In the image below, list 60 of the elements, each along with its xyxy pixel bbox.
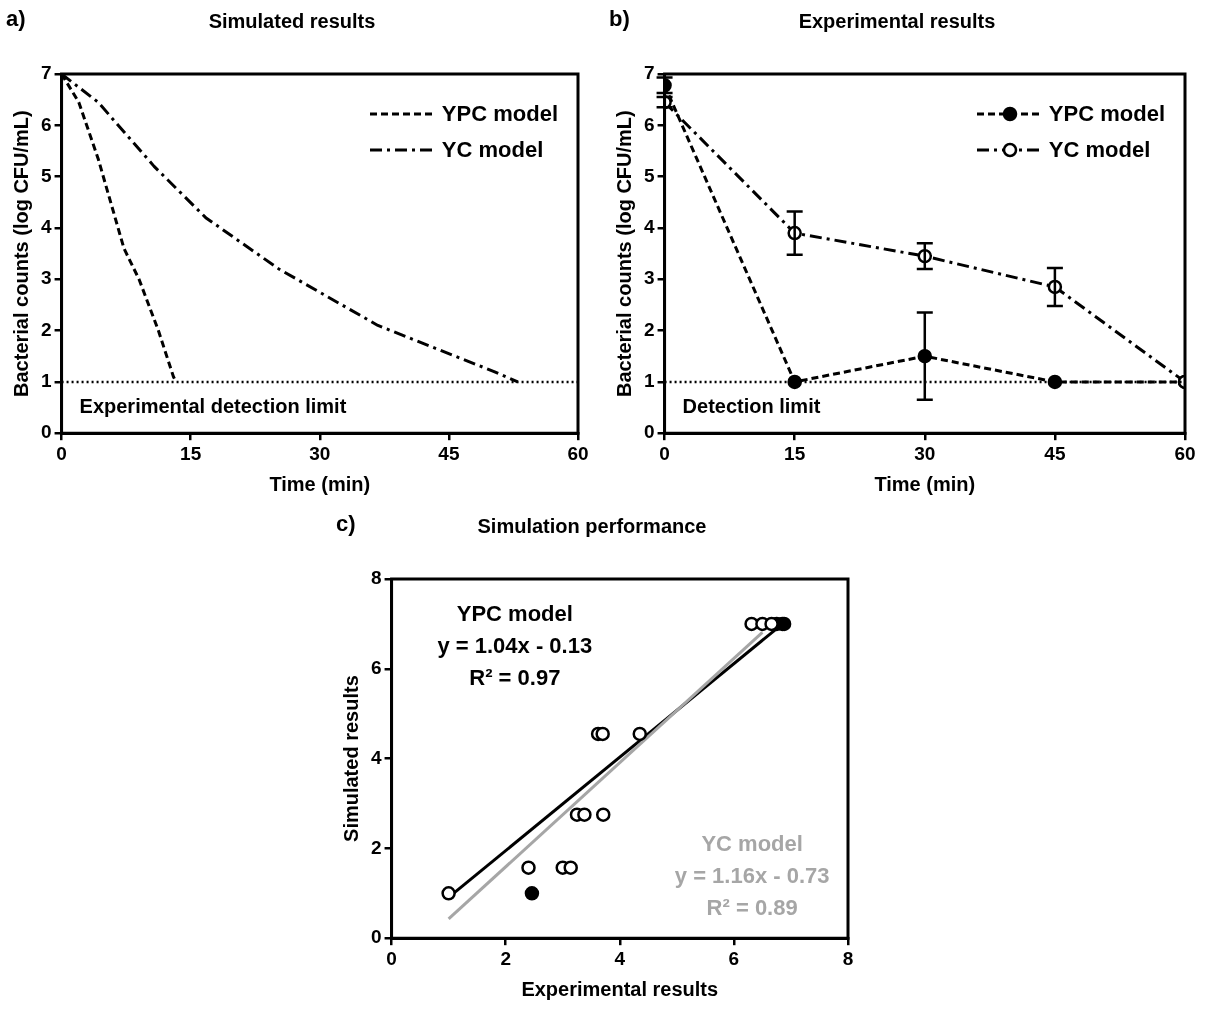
y-tick-label: 7 <box>643 62 655 84</box>
y-tick-label: 0 <box>643 421 655 443</box>
text: b) <box>609 6 630 32</box>
legend-label: YC model <box>1048 137 1151 163</box>
y-tick-label: 4 <box>40 216 52 238</box>
chart-title: Simulated results <box>208 9 376 32</box>
x-tick-label: 4 <box>614 947 626 969</box>
y-tick-label: 1 <box>643 370 655 392</box>
x-tick-label: 2 <box>500 947 511 969</box>
y-tick-label: 5 <box>643 164 655 186</box>
y-tick-label: 7 <box>40 62 52 84</box>
x-axis-title: Time (min) <box>874 472 976 495</box>
x-tick-label: 8 <box>842 947 854 969</box>
chart-title: Simulation performance <box>477 514 707 537</box>
x-tick-label: 0 <box>659 442 670 464</box>
y-tick-label: 2 <box>643 318 655 340</box>
y-axis-title: Bacterial counts (log CFU/mL) <box>9 110 32 397</box>
x-tick-label: 15 <box>784 442 806 464</box>
x-axis-title: Experimental results <box>521 977 719 1000</box>
y-tick-label: 4 <box>370 746 382 768</box>
y-tick-label: 6 <box>643 113 655 135</box>
y-tick-label: 8 <box>370 567 382 589</box>
y-axis-title: Bacterial counts (log CFU/mL) <box>612 110 635 397</box>
annotation: y = 1.16x - 0.73 <box>674 862 830 888</box>
y-tick-label: 1 <box>40 370 52 392</box>
y-tick-label: 2 <box>40 318 52 340</box>
annotation: R² = 0.97 <box>469 664 561 690</box>
legend-label: YC model <box>441 137 544 163</box>
y-tick-label: 0 <box>40 421 52 443</box>
x-tick-label: 60 <box>1174 442 1196 464</box>
x-tick-label: 0 <box>56 442 67 464</box>
text: a) <box>6 6 26 32</box>
y-tick-label: 4 <box>643 216 655 238</box>
x-tick-label: 45 <box>1044 442 1066 464</box>
y-tick-label: 5 <box>40 164 52 186</box>
y-tick-label: 6 <box>370 657 382 679</box>
y-tick-label: 3 <box>40 267 52 289</box>
ref-line-label: Experimental detection limit <box>79 395 347 418</box>
y-axis-title: Simulated results <box>339 675 362 842</box>
x-tick-label: 30 <box>309 442 331 464</box>
chart-title: Experimental results <box>798 9 996 32</box>
x-tick-label: 6 <box>728 947 740 969</box>
text: c) <box>336 511 356 537</box>
x-tick-label: 45 <box>438 442 460 464</box>
annotation: YPC model <box>456 600 573 626</box>
y-tick-label: 3 <box>643 267 655 289</box>
y-tick-label: 6 <box>40 113 52 135</box>
y-tick-label: 0 <box>370 926 382 948</box>
annotation: YC model <box>701 830 803 856</box>
annotation: R² = 0.89 <box>706 894 798 920</box>
legend-label: YPC model <box>1048 101 1165 127</box>
legend-label: YPC model <box>441 101 558 127</box>
x-tick-label: 30 <box>914 442 936 464</box>
ref-line-label: Detection limit <box>682 395 821 418</box>
annotation: y = 1.04x - 0.13 <box>437 632 593 658</box>
x-axis-title: Time (min) <box>269 472 371 495</box>
y-tick-label: 2 <box>370 836 382 858</box>
x-tick-label: 0 <box>386 947 397 969</box>
x-tick-label: 60 <box>567 442 589 464</box>
x-tick-label: 15 <box>180 442 202 464</box>
